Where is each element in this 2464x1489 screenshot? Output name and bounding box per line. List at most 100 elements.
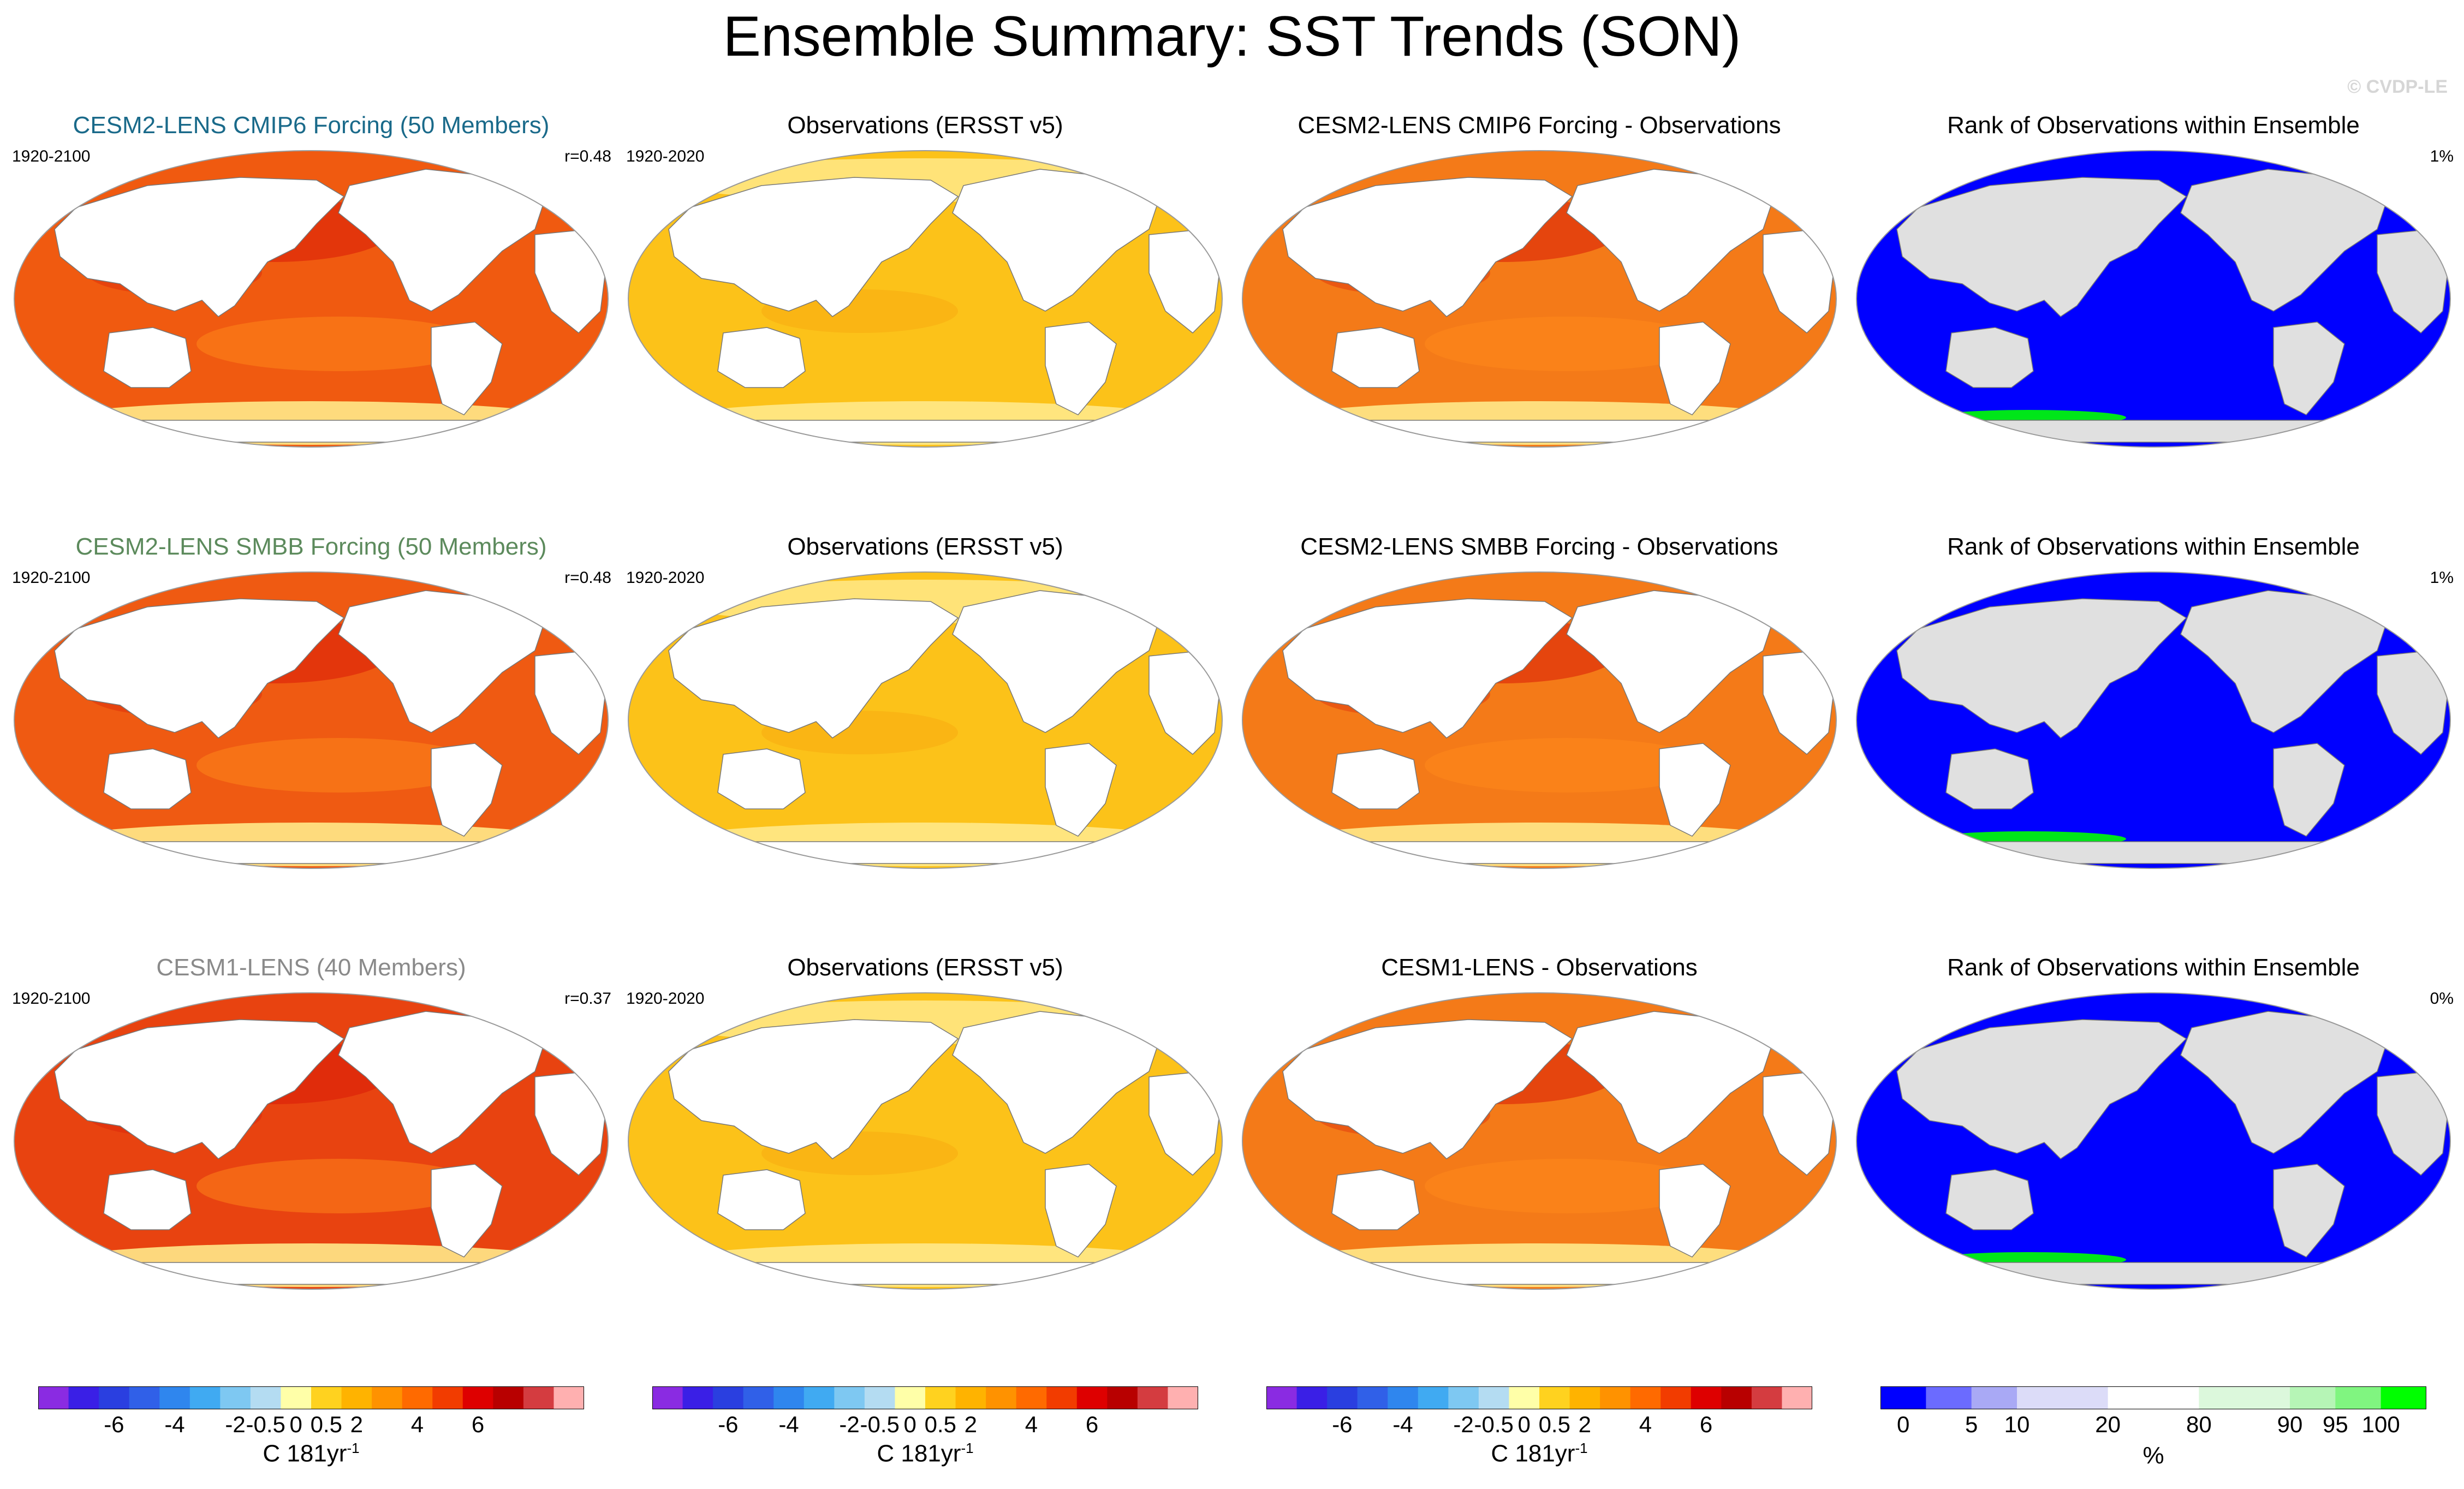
trend-colorbar-label-text: C 181yr: [1491, 1440, 1575, 1467]
trend-colorbar-label-2: C 181yr-1: [1266, 1440, 1812, 1468]
field-anomaly: [1425, 738, 1709, 793]
map-border: [1855, 992, 2451, 1290]
map-diff-row1: [1241, 150, 1837, 448]
trend-colorbar-tick-1-6: 2: [964, 1411, 978, 1437]
trend-colorbar-swatch-10: [955, 1386, 986, 1409]
rank-colorbar-swatch-0: [1880, 1386, 1926, 1409]
trend-colorbar-swatch-3: [129, 1386, 160, 1409]
main-title: Ensemble Summary: SST Trends (SON): [723, 5, 1741, 68]
map-border: [1241, 150, 1837, 448]
trend-colorbar-tick-0-6: 2: [350, 1411, 364, 1437]
trend-colorbar-label-exponent: -1: [347, 1440, 360, 1456]
land-asia: [668, 177, 959, 317]
trend-colorbar-swatch-15: [1721, 1386, 1752, 1409]
land-samerica: [431, 743, 503, 837]
trend-colorbar-swatch-7: [1478, 1386, 1509, 1409]
panel-title-model-row1: CESM2-LENS CMIP6 Forcing (50 Members): [73, 112, 550, 139]
map-rank-row3: [1855, 992, 2451, 1290]
map-model-row2: [13, 571, 609, 869]
field-anomaly: [197, 317, 480, 371]
trend-colorbar-swatch-8: [895, 1386, 926, 1409]
field-anomaly: [197, 1159, 480, 1213]
panel-title-diff-row2: CESM2-LENS SMBB Forcing - Observations: [1300, 533, 1778, 560]
rank-colorbar-tick-4: 80: [2186, 1411, 2212, 1437]
land-antarctica: [91, 841, 531, 864]
land-australia: [717, 748, 806, 809]
trend-colorbar-swatch-0: [38, 1386, 69, 1409]
trend-colorbar-swatch-16: [523, 1386, 554, 1409]
rank-colorbar-swatch-7: [2335, 1386, 2382, 1409]
trend-colorbar-swatch-7: [864, 1386, 895, 1409]
map-border: [1855, 150, 2451, 448]
trend-colorbar-swatch-7: [250, 1386, 281, 1409]
copyright-text: © CVDP-LE: [2347, 76, 2448, 97]
land-samerica: [1659, 1164, 1731, 1258]
trend-colorbar-swatch-16: [1751, 1386, 1782, 1409]
land-australia: [1331, 748, 1420, 809]
trend-colorbar-swatch-9: [925, 1386, 956, 1409]
trend-colorbar-swatch-12: [1016, 1386, 1047, 1409]
map-border: [1855, 571, 2451, 869]
panel-period-model-row2: 1920-2100: [12, 569, 91, 587]
panel-title-model-row2: CESM2-LENS SMBB Forcing (50 Members): [75, 533, 547, 560]
map-border: [1241, 571, 1837, 869]
rank-colorbar-tick-6: 95: [2322, 1411, 2348, 1437]
trend-colorbar-tick-0-3: -0.5: [246, 1411, 285, 1437]
trend-colorbar-swatch-17: [1782, 1386, 1812, 1409]
trend-colorbar-swatch-15: [493, 1386, 524, 1409]
trend-colorbar-swatch-17: [553, 1386, 584, 1409]
trend-colorbar-swatch-5: [804, 1386, 835, 1409]
panel-stat-model-row2: r=0.48: [564, 569, 611, 587]
trend-colorbar-tick-2-6: 2: [1578, 1411, 1592, 1437]
land-samerica: [2273, 321, 2345, 415]
trend-colorbar-swatch-12: [402, 1386, 433, 1409]
trend-colorbar-tick-2-7: 4: [1639, 1411, 1652, 1437]
panel-title-diff-row3: CESM1-LENS - Observations: [1381, 954, 1698, 981]
land-antarctica: [705, 420, 1145, 443]
land-antarctica: [1933, 420, 2373, 443]
rank-colorbar-swatch-6: [2290, 1386, 2336, 1409]
rank-colorbar-swatch-3: [2017, 1386, 2109, 1409]
map-model-row3: [13, 992, 609, 1290]
trend-colorbar-swatch-3: [1357, 1386, 1388, 1409]
land-samerica: [1659, 321, 1731, 415]
land-asia: [1896, 598, 2187, 738]
trend-colorbar-tick-1-2: -2: [839, 1411, 860, 1437]
trend-colorbar-tick-0-1: -4: [164, 1411, 185, 1437]
land-asia: [1282, 1019, 1573, 1159]
land-antarctica: [1933, 1262, 2373, 1285]
trend-colorbar-label-0: C 181yr-1: [38, 1440, 584, 1468]
panel-title-obs-row3: Observations (ERSST v5): [787, 954, 1063, 981]
land-australia: [103, 327, 192, 388]
land-asia: [1282, 598, 1573, 738]
land-antarctica: [1319, 420, 1759, 443]
panel-title-rank-row2: Rank of Observations within Ensemble: [1947, 533, 2360, 560]
land-samerica: [2273, 743, 2345, 837]
land-australia: [1945, 327, 2034, 388]
panel-title-obs-row2: Observations (ERSST v5): [787, 533, 1063, 560]
trend-colorbar-swatch-15: [1107, 1386, 1138, 1409]
trend-colorbar-tick-1-5: 0.5: [924, 1411, 956, 1437]
trend-colorbar-swatch-8: [1509, 1386, 1540, 1409]
map-diff-row2: [1241, 571, 1837, 869]
trend-colorbar-tick-2-8: 6: [1699, 1411, 1713, 1437]
land-asia: [1896, 177, 2187, 317]
trend-colorbar-swatch-3: [743, 1386, 774, 1409]
trend-colorbar-swatch-17: [1168, 1386, 1198, 1409]
trend-colorbar-swatch-6: [1448, 1386, 1479, 1409]
land-australia: [103, 748, 192, 809]
trend-colorbar-tick-0-8: 6: [471, 1411, 485, 1437]
trend-colorbar-tick-2-4: 0: [1517, 1411, 1531, 1437]
trend-colorbar-label-exponent: -1: [961, 1440, 974, 1456]
trend-colorbar-swatch-2: [713, 1386, 744, 1409]
land-asia: [54, 1019, 345, 1159]
trend-colorbar-swatch-10: [341, 1386, 372, 1409]
trend-colorbar-label-text: C 181yr: [877, 1440, 961, 1467]
trend-colorbar-swatch-11: [372, 1386, 403, 1409]
land-asia: [54, 598, 345, 738]
map-border: [627, 150, 1223, 448]
map-obs-row3: [627, 992, 1223, 1290]
map-border: [13, 992, 609, 1290]
rank-colorbar-swatch-4: [2108, 1386, 2199, 1409]
map-obs-row1: [627, 150, 1223, 448]
